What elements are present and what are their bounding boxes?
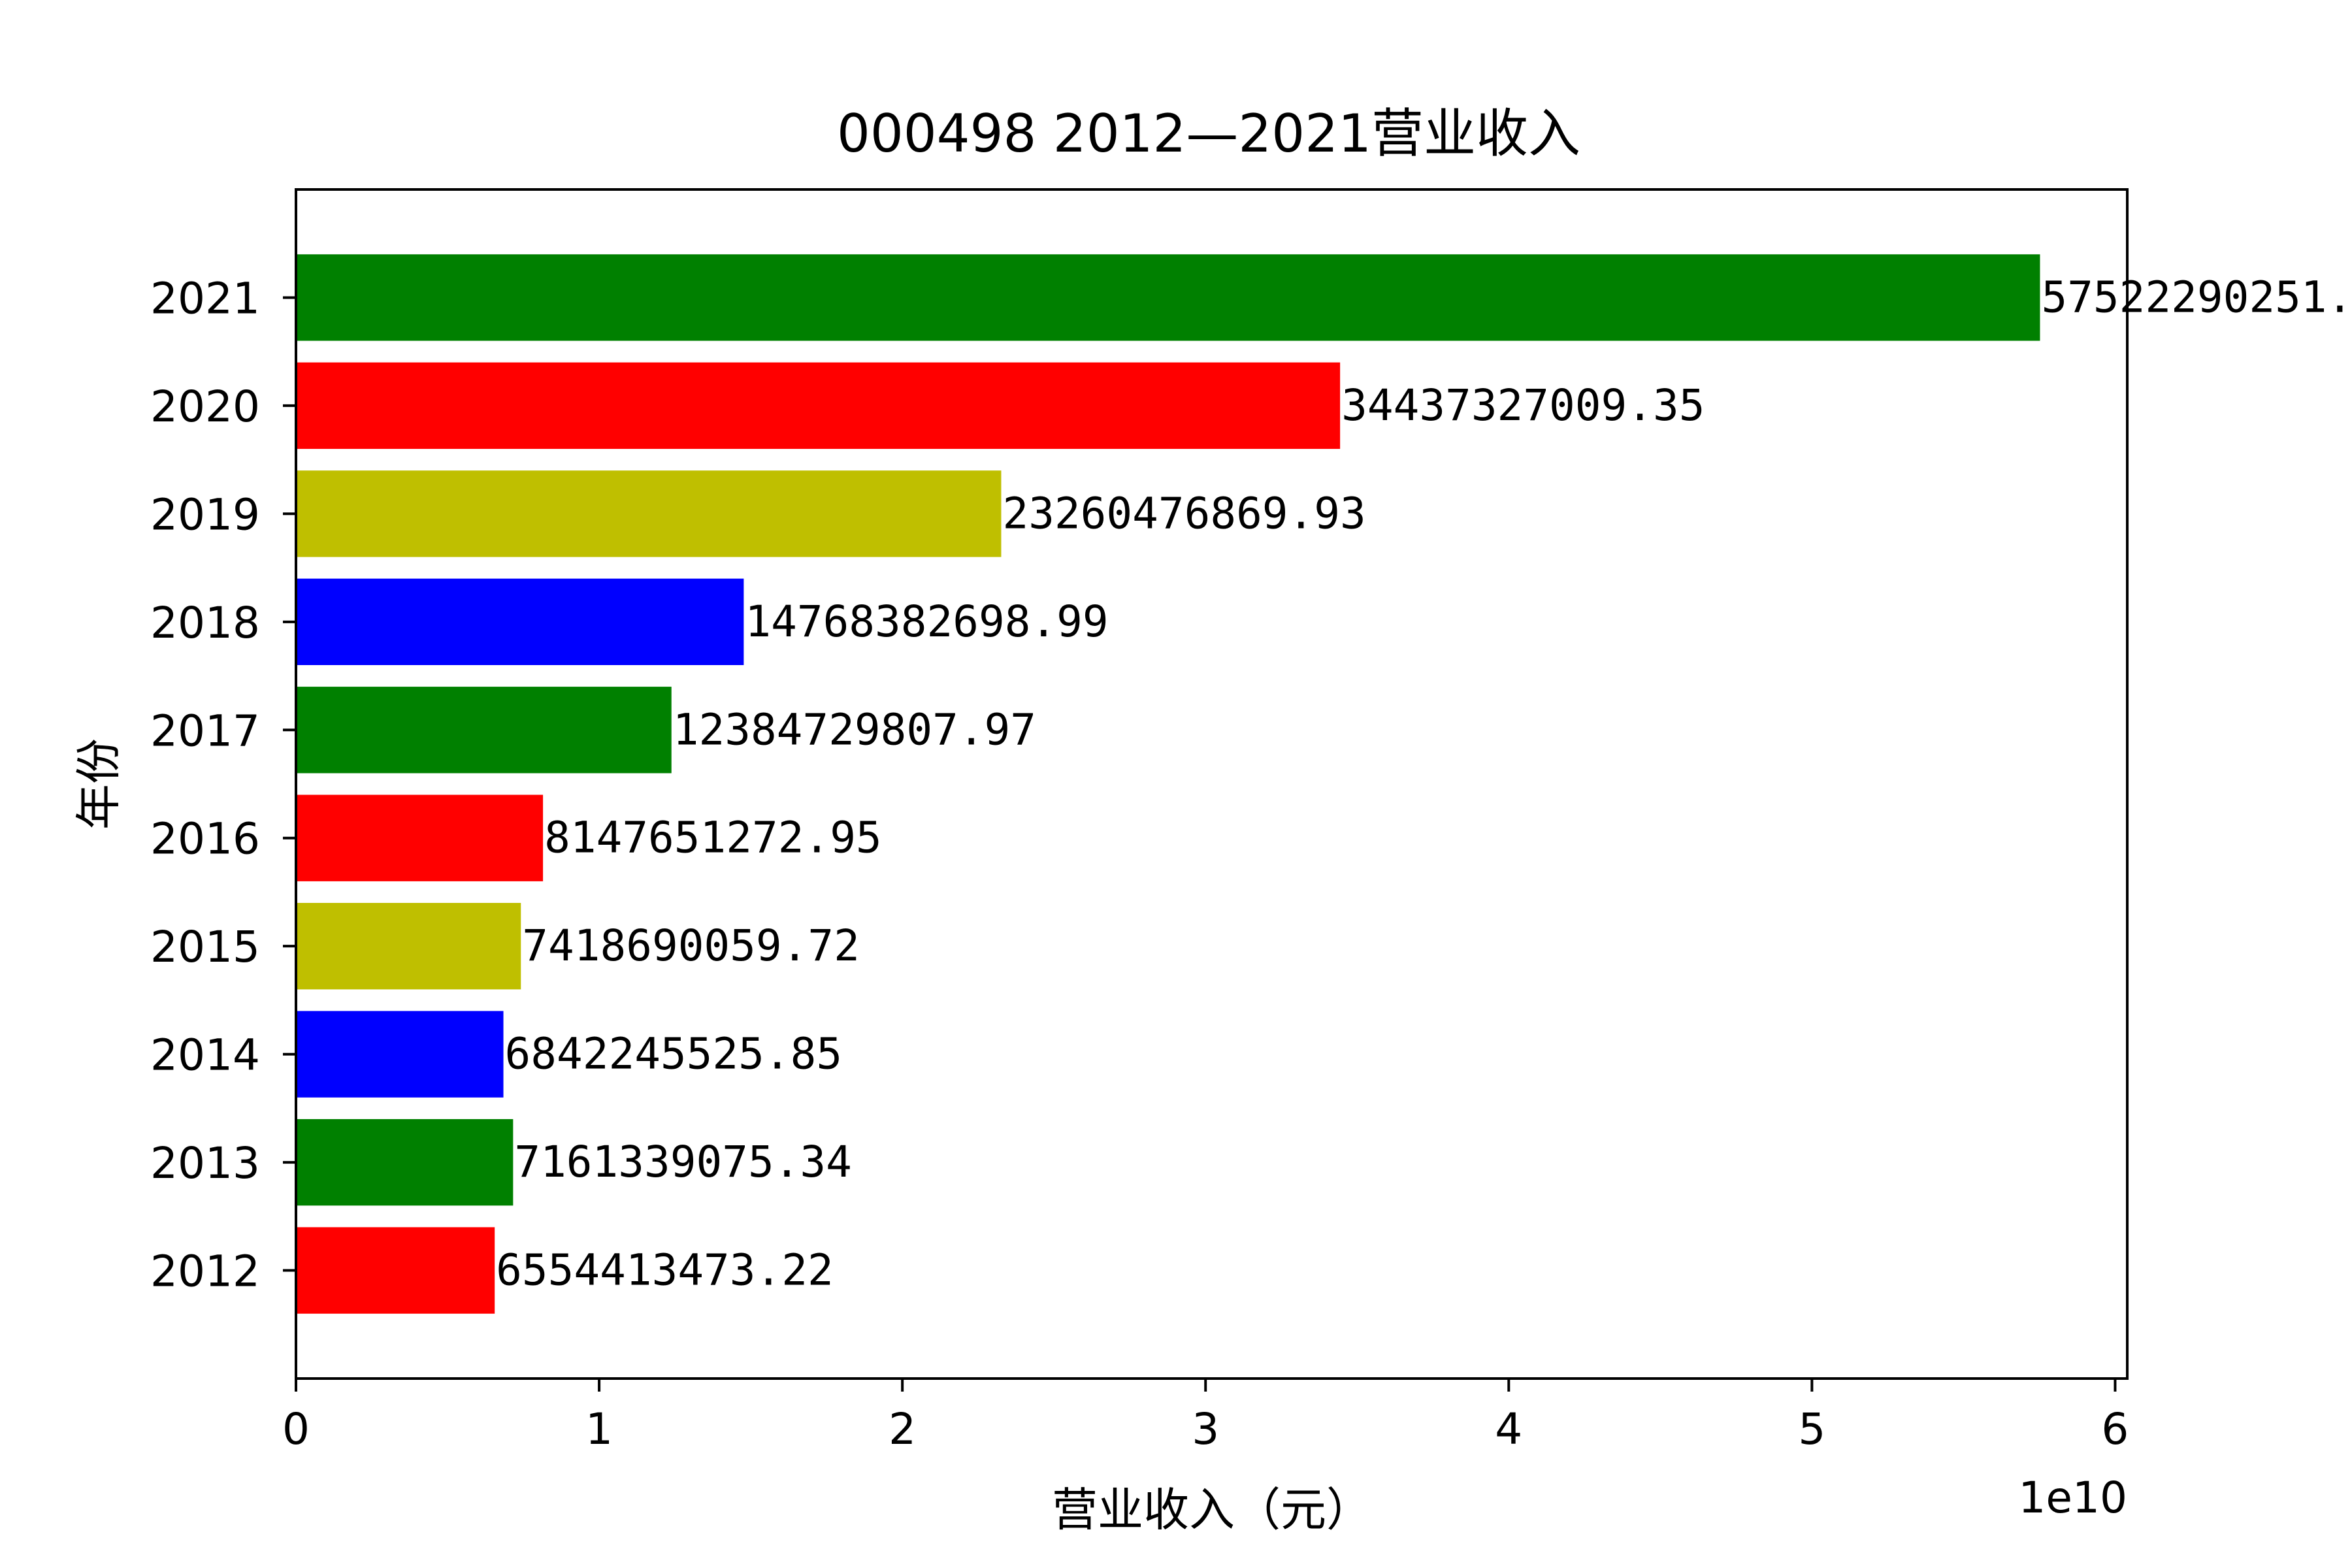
bar-2016 (296, 794, 544, 881)
x-tick-label-3: 3 (1192, 1404, 1219, 1454)
bar-2015 (296, 903, 521, 990)
bar-labels-group: 6554413473.22 7161339075.34 6842245525.85 7… (496, 272, 2352, 1295)
chart-title: 000498 2012—2021营业收入 (837, 103, 1580, 164)
y-tick-label-2020: 2020 (150, 382, 260, 432)
bar-value-label-2018: 14768382698.99 (745, 596, 1108, 647)
bars-group (296, 254, 2040, 1314)
bar-value-label-2016: 8147651272.95 (544, 813, 882, 863)
bar-2014 (296, 1011, 504, 1098)
bar-2020 (296, 362, 1341, 449)
bar-2012 (296, 1227, 495, 1314)
plot-frame (295, 188, 2129, 1380)
x-tick-label-5: 5 (1798, 1404, 1825, 1454)
bar-value-label-2017: 12384729807.97 (673, 704, 1036, 755)
y-axis: 2012 2013 2014 2015 2016 2017 2018 2019 2020 2021 (150, 273, 296, 1297)
x-tick-label-0: 0 (282, 1404, 310, 1454)
bar-value-label-2013: 7161339075.34 (514, 1137, 852, 1187)
y-tick-label-2021: 2021 (150, 273, 260, 323)
y-axis-label: 年份 (72, 738, 125, 830)
y-tick-label-2015: 2015 (150, 922, 260, 972)
x-tick-label-6: 6 (2101, 1404, 2129, 1454)
y-tick-label-2013: 2013 (150, 1138, 260, 1188)
x-tick-label-2: 2 (889, 1404, 916, 1454)
x-axis-label: 营业收入（元） (1052, 1483, 1372, 1537)
bar-2021 (296, 254, 2040, 341)
bar-value-label-2019: 23260476869.93 (1002, 488, 1365, 538)
y-tick-label-2016: 2016 (150, 814, 260, 864)
y-tick-label-2018: 2018 (150, 598, 260, 648)
bar-2017 (296, 687, 672, 774)
y-tick-label-2012: 2012 (150, 1247, 260, 1297)
y-tick-label-2019: 2019 (150, 489, 260, 540)
x-tick-label-4: 4 (1495, 1404, 1522, 1454)
bar-2013 (296, 1119, 514, 1206)
x-tick-label-1: 1 (585, 1404, 613, 1454)
bar-value-label-2014: 6842245525.85 (505, 1029, 843, 1079)
x-axis-scale-label: 1e10 (2018, 1473, 2127, 1523)
bar-value-label-2020: 34437327009.35 (1341, 380, 1705, 431)
bar-value-label-2012: 6554413473.22 (496, 1245, 834, 1296)
bar-value-label-2021: 57522290251. (2041, 272, 2352, 322)
y-tick-label-2014: 2014 (150, 1030, 260, 1081)
bar-2019 (296, 470, 1002, 557)
x-axis: 0 1 2 3 4 5 6 (282, 1379, 2129, 1454)
bar-value-label-2015: 7418690059.72 (522, 921, 860, 971)
bar-2018 (296, 578, 744, 665)
y-tick-label-2017: 2017 (150, 706, 260, 756)
